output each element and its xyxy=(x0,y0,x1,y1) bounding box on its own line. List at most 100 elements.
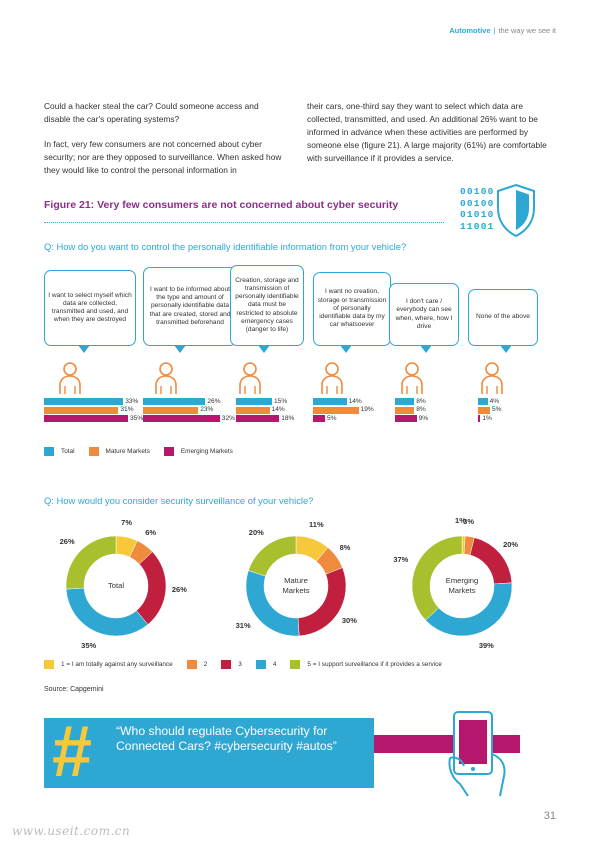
donut-slice xyxy=(65,587,149,637)
donut-value-label: 8% xyxy=(339,542,351,552)
legend-swatch-4 xyxy=(255,660,266,669)
bar-mature xyxy=(44,406,119,414)
bar-value-label: 31% xyxy=(120,406,134,413)
binary-line: 00100 xyxy=(460,197,495,209)
bar-total xyxy=(44,398,124,405)
donut-slice xyxy=(65,535,117,590)
option-bubble: Creation, storage and transmission of pe… xyxy=(230,265,304,346)
bar-value-label: 32% xyxy=(221,414,235,422)
running-header: Automotive | the way we see it xyxy=(449,26,556,35)
donut-value-label: 7% xyxy=(121,517,133,527)
legend-swatch-mature xyxy=(88,447,99,456)
donut-value-label: 1% xyxy=(455,516,466,526)
donut-center-label: Mature Markets xyxy=(282,576,310,595)
source-note: Source: Capgemini xyxy=(44,686,104,693)
bar-value-label: 23% xyxy=(200,406,214,413)
shield-icon xyxy=(497,183,535,238)
donut-center-label: Total xyxy=(107,581,125,590)
bubble-tail xyxy=(420,345,432,353)
watermark: www.useit.com.cn xyxy=(12,824,131,838)
bar-value-label: 8% xyxy=(416,406,426,413)
donut-value-label: 37% xyxy=(393,555,409,565)
option-bubble: I don't care / everybody can see when, w… xyxy=(389,283,459,346)
donut-value-label: 26% xyxy=(59,536,75,546)
person-icon xyxy=(155,362,177,394)
bar-emerging xyxy=(478,415,481,422)
bar-value-label: 8% xyxy=(416,397,426,405)
hashtag-icon: # xyxy=(52,712,93,792)
bar-total xyxy=(143,398,206,405)
donut-value-label: 6% xyxy=(145,528,157,538)
bar-value-label: 19% xyxy=(360,406,374,413)
header-tagline: the way we see it xyxy=(498,26,556,35)
donut-value-label: 31% xyxy=(235,620,251,630)
page-number: 31 xyxy=(543,810,556,822)
bubble-tail xyxy=(340,345,352,353)
bar-emerging xyxy=(143,415,220,422)
bar-total xyxy=(313,398,347,405)
header-brand: Automotive xyxy=(449,26,491,35)
bar-value-label: 35% xyxy=(130,414,144,422)
callout-quote: “Who should regulate Cybersecurity for C… xyxy=(116,724,337,753)
q1-legend: Total Mature Markets Emerging Markets xyxy=(44,447,233,456)
person-icon xyxy=(321,362,343,394)
q2-legend: 1 = I am totally against any surveillanc… xyxy=(44,660,442,669)
person-icon xyxy=(401,362,423,394)
bar-mature xyxy=(143,406,199,414)
person-icon xyxy=(481,362,503,394)
donut-center-label: Emerging Markets xyxy=(445,576,479,595)
donut-slice xyxy=(411,535,463,621)
bar-emerging xyxy=(395,415,417,422)
donut-value-label: 26% xyxy=(171,585,187,595)
bar-value-label: 9% xyxy=(418,414,429,422)
person-icon xyxy=(59,362,81,394)
intro-right-column: their cars, one-third say they want to s… xyxy=(307,100,557,177)
bubble-tail xyxy=(174,345,186,353)
bar-emerging xyxy=(313,415,325,422)
option-bubble: I want to be informed about the type and… xyxy=(143,267,237,346)
option-bubble: I want to select myself which data are c… xyxy=(44,270,136,346)
donut-value-label: 35% xyxy=(81,640,97,650)
question-2: Q: How would you consider security surve… xyxy=(44,495,314,506)
tweet-callout[interactable] xyxy=(44,718,374,788)
intro-paragraph: their cars, one-third say they want to s… xyxy=(307,101,547,163)
donut-value-label: 30% xyxy=(341,615,357,625)
bar-total xyxy=(478,398,488,405)
bar-value-label: 1% xyxy=(482,414,492,422)
legend-swatch-emerging xyxy=(163,447,174,456)
option-bubble: None of the above xyxy=(468,289,538,346)
bar-emerging xyxy=(44,415,128,422)
donut-slice xyxy=(248,535,297,577)
bar-mature xyxy=(236,406,270,414)
donut-value-label: 3% xyxy=(463,516,474,526)
bar-value-label: 5% xyxy=(492,406,502,413)
legend-label: 2 xyxy=(203,661,208,668)
bar-mature xyxy=(313,406,359,414)
legend-label: 5 = I support surveillance if it provide… xyxy=(307,661,442,668)
legend-swatch-5 xyxy=(290,660,301,669)
legend-label: 1 = I am totally against any surveillanc… xyxy=(61,661,173,668)
bar-value-label: 18% xyxy=(281,414,295,422)
donut-value-label: 20% xyxy=(503,539,519,549)
legend-label: 3 xyxy=(238,661,242,668)
legend-label: Mature Markets xyxy=(105,448,150,455)
legend-label: 4 xyxy=(272,661,277,668)
bar-value-label: 14% xyxy=(348,397,362,405)
person-icon xyxy=(239,362,261,394)
question-1: Q: How do you want to control the person… xyxy=(44,241,407,252)
phone-hand-icon xyxy=(448,711,506,797)
intro-paragraph: In fact, very few consumers are not conc… xyxy=(44,139,282,175)
bar-total xyxy=(395,398,415,405)
bar-value-label: 14% xyxy=(271,406,285,413)
bar-emerging xyxy=(236,415,280,422)
legend-swatch-1 xyxy=(44,660,54,669)
intro-left-column: Could a hacker steal the car? Could some… xyxy=(44,100,282,189)
bar-value-label: 15% xyxy=(274,397,288,405)
legend-swatch-3 xyxy=(221,660,232,669)
bar-value-label: 5% xyxy=(327,414,337,422)
bar-mature xyxy=(478,406,490,414)
header-separator: | xyxy=(493,26,496,35)
bar-value-label: 4% xyxy=(489,397,500,405)
bubble-tail xyxy=(78,345,90,353)
binary-decoration: 00100 00100 01010 11001 xyxy=(460,186,495,232)
